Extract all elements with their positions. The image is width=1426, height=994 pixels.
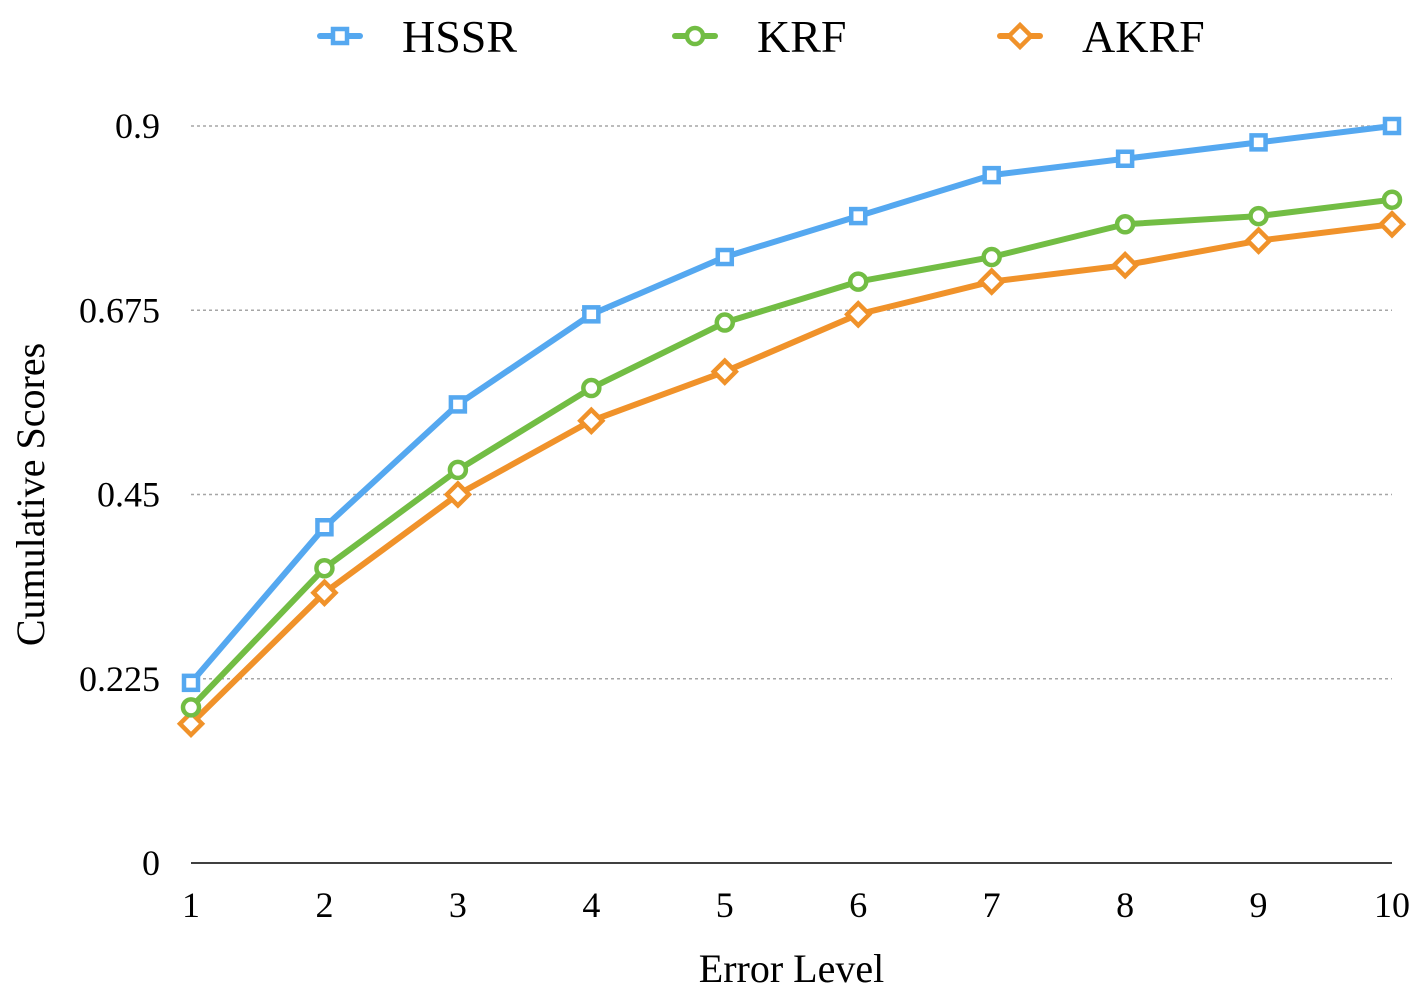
data-point-hssr-7 xyxy=(982,165,1001,185)
x-tick-label: 9 xyxy=(1250,885,1268,925)
series-akrf xyxy=(176,210,1407,738)
x-tick-label: 8 xyxy=(1116,885,1134,925)
x-tick-label: 2 xyxy=(315,885,333,925)
data-point-hssr-5 xyxy=(715,247,735,267)
data-point-krf-2 xyxy=(314,557,335,579)
y-tick-label: 0 xyxy=(142,843,160,883)
data-point-krf-5 xyxy=(714,312,736,333)
y-tick-label: 0.9 xyxy=(115,106,160,146)
data-point-hssr-9 xyxy=(1249,133,1268,152)
legend-label: AKRF xyxy=(1082,11,1205,62)
series-krf xyxy=(180,189,1403,718)
x-tick-label: 3 xyxy=(449,885,467,925)
series-line-akrf xyxy=(188,221,1395,727)
y-tick-label: 0.45 xyxy=(97,475,160,515)
series-lines xyxy=(176,116,1407,738)
data-point-akrf-7 xyxy=(977,267,1006,296)
data-point-akrf-6 xyxy=(844,300,873,329)
data-point-krf-1 xyxy=(180,697,202,718)
data-point-krf-7 xyxy=(981,246,1002,268)
x-tick-label: 1 xyxy=(182,885,200,925)
x-tick-label: 7 xyxy=(983,885,1001,925)
data-point-hssr-2 xyxy=(315,518,334,537)
gridlines xyxy=(191,125,1392,680)
data-point-krf-8 xyxy=(1114,214,1136,235)
legend-label: KRF xyxy=(757,11,846,62)
y-tick-labels: 0 0.225 0.45 0.675 0.9 xyxy=(79,106,160,883)
legend-item-hssr: HSSR xyxy=(317,11,517,62)
series-line-krf xyxy=(188,196,1395,711)
x-tick-label: 4 xyxy=(582,885,600,925)
data-point-akrf-2 xyxy=(310,578,339,607)
data-point-akrf-1 xyxy=(176,709,206,738)
data-point-hssr-1 xyxy=(181,673,201,693)
series-hssr xyxy=(181,116,1402,693)
data-point-akrf-9 xyxy=(1244,226,1273,255)
data-point-hssr-4 xyxy=(582,305,601,324)
data-point-krf-3 xyxy=(447,459,469,481)
y-tick-label: 0.675 xyxy=(79,290,160,330)
legend: HSSR KRF AKRF xyxy=(317,11,1205,62)
x-tick-label: 6 xyxy=(849,885,867,925)
data-point-akrf-8 xyxy=(1110,251,1140,280)
data-point-akrf-5 xyxy=(710,357,739,386)
x-tick-label: 5 xyxy=(716,885,734,925)
legend-item-akrf: AKRF xyxy=(997,11,1205,62)
legend-marker-diamond xyxy=(1005,21,1035,51)
data-point-akrf-10 xyxy=(1377,210,1407,239)
data-point-hssr-10 xyxy=(1382,116,1402,136)
x-axis-label: Error Level xyxy=(699,946,884,991)
data-point-krf-9 xyxy=(1248,205,1269,227)
x-tick-label: 10 xyxy=(1374,885,1410,925)
data-point-krf-10 xyxy=(1381,189,1403,210)
legend-label: HSSR xyxy=(402,11,517,62)
data-point-krf-4 xyxy=(581,377,602,399)
data-point-hssr-6 xyxy=(848,206,868,226)
data-point-akrf-3 xyxy=(443,480,473,509)
legend-marker-circle xyxy=(684,25,706,47)
y-tick-label: 0.225 xyxy=(79,659,160,699)
legend-item-krf: KRF xyxy=(672,11,846,62)
series-line-hssr xyxy=(188,123,1395,686)
data-point-hssr-8 xyxy=(1115,149,1135,169)
data-point-krf-6 xyxy=(847,271,869,292)
legend-marker-square xyxy=(330,26,350,46)
y-axis-label: Cumulative Scores xyxy=(8,343,53,646)
x-tick-labels: 1 2 3 4 5 6 7 8 9 10 xyxy=(182,885,1410,925)
data-point-akrf-4 xyxy=(577,406,606,435)
data-point-hssr-3 xyxy=(448,395,468,414)
